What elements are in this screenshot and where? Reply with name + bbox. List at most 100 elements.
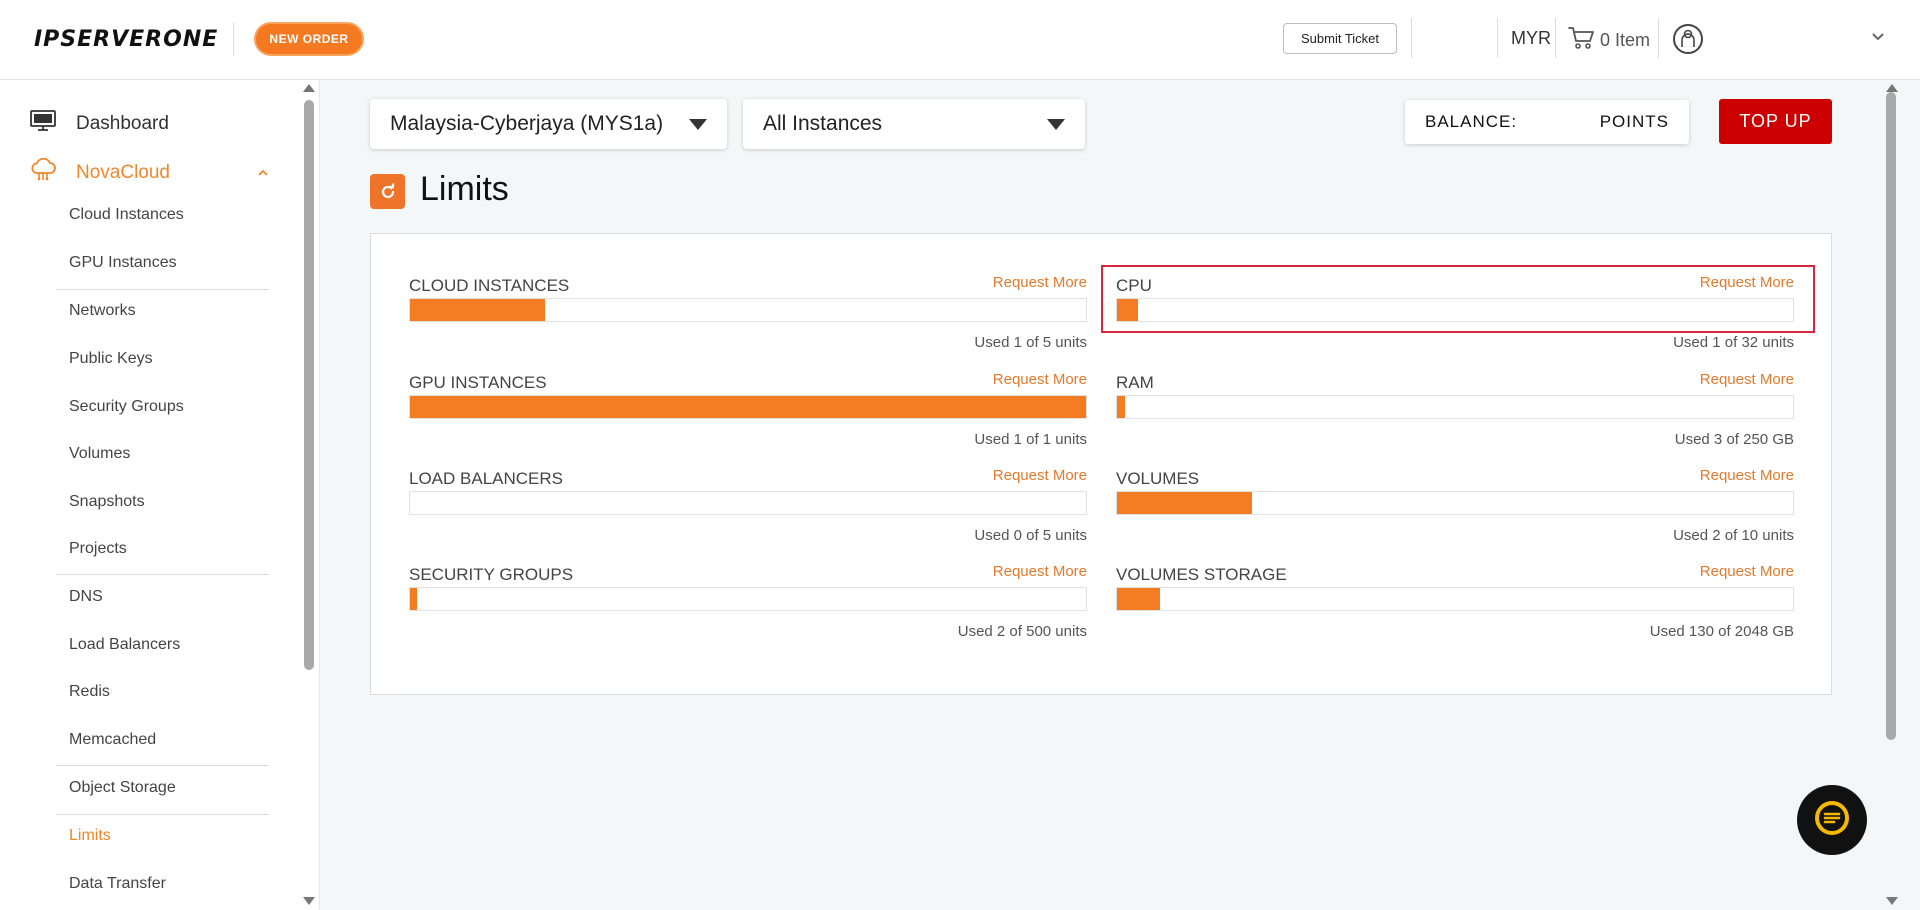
sidebar-item-object-storage[interactable]: Object Storage bbox=[69, 779, 176, 796]
page-scrollbar-thumb[interactable] bbox=[1886, 92, 1896, 740]
limit-name: RAM bbox=[1116, 373, 1154, 392]
monitor-icon bbox=[30, 110, 56, 138]
cart-count: 0 Item bbox=[1600, 30, 1651, 50]
limit-usage-text: Used 2 of 500 units bbox=[957, 623, 1087, 640]
sidebar-divider bbox=[56, 814, 269, 815]
sidebar-item-security-groups[interactable]: Security Groups bbox=[69, 398, 184, 415]
limit-progress-bar bbox=[409, 298, 1087, 322]
limit-progress-fill bbox=[410, 588, 417, 610]
limit-progress-bar bbox=[409, 587, 1087, 611]
sidebar-item-novacloud[interactable]: NovaCloud bbox=[30, 157, 170, 188]
currency-selector[interactable]: MYR bbox=[1511, 28, 1551, 48]
sidebar-divider bbox=[56, 765, 269, 766]
limit-usage-text: Used 1 of 1 units bbox=[974, 431, 1087, 448]
limit-usage-text: Used 130 of 2048 GB bbox=[1649, 623, 1794, 640]
brand-logo[interactable]: IPSERVERONE bbox=[34, 26, 219, 52]
sidebar-item-redis[interactable]: Redis bbox=[69, 683, 110, 700]
sidebar-item-dashboard[interactable]: Dashboard bbox=[30, 110, 169, 138]
sidebar-item-networks[interactable]: Networks bbox=[69, 302, 136, 319]
request-more-link[interactable]: Request More bbox=[992, 563, 1087, 580]
sidebar-item-gpu-instances[interactable]: GPU Instances bbox=[69, 254, 177, 271]
sidebar-item-load-balancers[interactable]: Load Balancers bbox=[69, 636, 181, 653]
instances-select[interactable]: All Instances bbox=[743, 99, 1085, 149]
limit-gpu-instances: GPU INSTANCES Request More Used 1 of 1 u… bbox=[409, 371, 1087, 469]
sidebar: Dashboard NovaCloud Cloud Instances GPU … bbox=[0, 80, 320, 910]
scroll-down-arrow-icon[interactable] bbox=[1886, 897, 1898, 905]
header-divider bbox=[1658, 18, 1659, 58]
sidebar-scrollbar-thumb[interactable] bbox=[304, 100, 314, 670]
cpu-highlight-box bbox=[1101, 265, 1815, 333]
scroll-down-arrow-icon[interactable] bbox=[303, 897, 315, 905]
sidebar-item-dns[interactable]: DNS bbox=[69, 588, 103, 605]
page-title: Limits bbox=[420, 170, 509, 208]
limit-progress-bar bbox=[409, 491, 1087, 515]
sidebar-item-data-transfer[interactable]: Data Transfer bbox=[69, 875, 166, 892]
cart-icon bbox=[1568, 26, 1596, 55]
sidebar-item-snapshots[interactable]: Snapshots bbox=[69, 493, 145, 510]
sidebar-item-projects[interactable]: Projects bbox=[69, 540, 127, 557]
limit-name: VOLUMES bbox=[1116, 469, 1200, 488]
chat-icon bbox=[1812, 798, 1852, 843]
limit-progress-fill bbox=[1117, 588, 1160, 610]
limit-progress-bar bbox=[1116, 491, 1794, 515]
limit-name: CPU bbox=[1116, 276, 1152, 295]
header-divider bbox=[1555, 18, 1556, 58]
cloud-icon bbox=[30, 157, 56, 188]
request-more-link[interactable]: Request More bbox=[1699, 371, 1794, 388]
limit-cpu: CPU Request More Used 1 of 32 units bbox=[1116, 274, 1794, 372]
sidebar-item-limits[interactable]: Limits bbox=[69, 827, 111, 844]
limit-progress-bar bbox=[1116, 298, 1794, 322]
region-select-value: Malaysia-Cyberjaya (MYS1a) bbox=[390, 112, 664, 135]
sidebar-item-label: NovaCloud bbox=[76, 162, 170, 183]
sidebar-item-volumes[interactable]: Volumes bbox=[69, 445, 131, 462]
new-order-button[interactable]: NEW ORDER bbox=[254, 22, 364, 56]
balance-display: BALANCE: POINTS bbox=[1405, 100, 1689, 144]
limit-cloud-instances: CLOUD INSTANCES Request More Used 1 of 5… bbox=[409, 274, 1087, 372]
user-account-icon[interactable] bbox=[1673, 24, 1703, 54]
limit-usage-text: Used 3 of 250 GB bbox=[1674, 431, 1794, 448]
request-more-link[interactable]: Request More bbox=[992, 467, 1087, 484]
chevron-down-icon[interactable] bbox=[1870, 28, 1886, 44]
limit-volumes: VOLUMES Request More Used 2 of 10 units bbox=[1116, 467, 1794, 565]
scroll-up-arrow-icon[interactable] bbox=[1886, 84, 1898, 92]
instances-select-value: All Instances bbox=[763, 112, 883, 135]
top-header: IPSERVERONE NEW ORDER Submit Ticket MYR … bbox=[0, 0, 1920, 80]
limit-volumes-storage: VOLUMES STORAGE Request More Used 130 of… bbox=[1116, 563, 1794, 661]
balance-label: BALANCE: bbox=[1425, 112, 1518, 131]
limits-panel: CLOUD INSTANCES Request More Used 1 of 5… bbox=[370, 233, 1832, 695]
sidebar-item-cloud-instances[interactable]: Cloud Instances bbox=[69, 206, 184, 223]
limit-name: LOAD BALANCERS bbox=[409, 469, 563, 488]
cart-button[interactable]: 0 Item bbox=[1568, 26, 1650, 55]
limit-progress-fill bbox=[410, 396, 1086, 418]
region-select[interactable]: Malaysia-Cyberjaya (MYS1a) bbox=[370, 99, 727, 149]
limit-usage-text: Used 1 of 5 units bbox=[974, 334, 1087, 351]
limit-usage-text: Used 0 of 5 units bbox=[974, 527, 1087, 544]
limit-usage-text: Used 1 of 32 units bbox=[1673, 334, 1794, 351]
limit-usage-text: Used 2 of 10 units bbox=[1673, 527, 1794, 544]
caret-down-icon bbox=[1047, 119, 1065, 130]
limit-progress-fill bbox=[410, 299, 546, 321]
header-divider bbox=[1411, 18, 1412, 58]
limit-load-balancers: LOAD BALANCERS Request More Used 0 of 5 … bbox=[409, 467, 1087, 565]
limit-progress-fill bbox=[1117, 299, 1139, 321]
request-more-link[interactable]: Request More bbox=[1699, 274, 1794, 291]
limit-progress-fill bbox=[1117, 396, 1126, 418]
request-more-link[interactable]: Request More bbox=[992, 274, 1087, 291]
chat-button[interactable] bbox=[1797, 785, 1867, 855]
top-up-button[interactable]: TOP UP bbox=[1719, 99, 1832, 144]
refresh-icon[interactable] bbox=[370, 174, 405, 209]
submit-ticket-button[interactable]: Submit Ticket bbox=[1283, 23, 1397, 54]
sidebar-item-memcached[interactable]: Memcached bbox=[69, 731, 157, 748]
sidebar-divider bbox=[56, 289, 269, 290]
scroll-up-arrow-icon[interactable] bbox=[303, 84, 315, 92]
request-more-link[interactable]: Request More bbox=[1699, 467, 1794, 484]
sidebar-divider bbox=[56, 574, 269, 575]
limit-name: VOLUMES STORAGE bbox=[1116, 565, 1287, 584]
sidebar-item-public-keys[interactable]: Public Keys bbox=[69, 350, 153, 367]
request-more-link[interactable]: Request More bbox=[1699, 563, 1794, 580]
limit-name: GPU INSTANCES bbox=[409, 373, 547, 392]
limit-ram: RAM Request More Used 3 of 250 GB bbox=[1116, 371, 1794, 469]
request-more-link[interactable]: Request More bbox=[992, 371, 1087, 388]
limit-progress-bar bbox=[1116, 395, 1794, 419]
chevron-up-icon[interactable] bbox=[257, 166, 269, 178]
